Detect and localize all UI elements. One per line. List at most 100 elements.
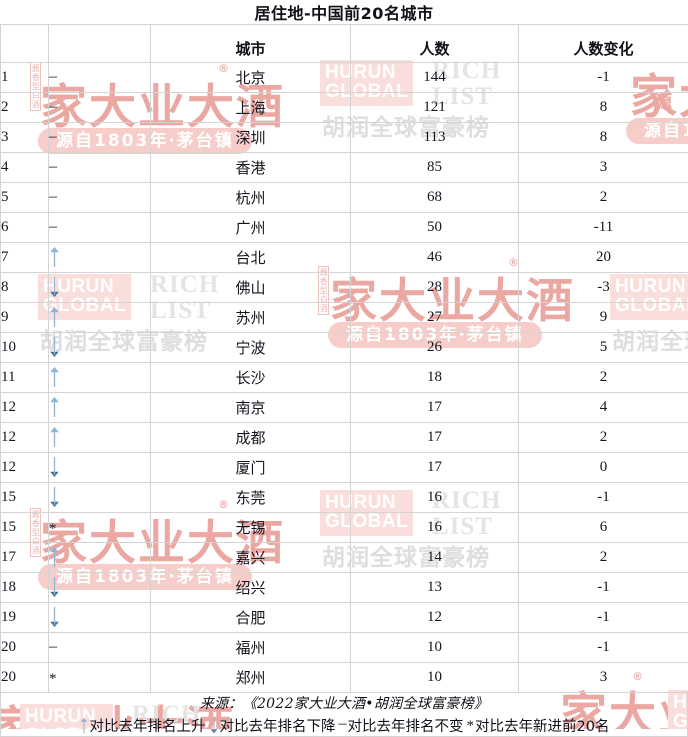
cell-city: 上海 <box>151 92 351 122</box>
cell-rank: 2 <box>1 92 49 122</box>
cell-rank: 15 <box>1 512 49 542</box>
cell-rank: 12 <box>1 422 49 452</box>
cell-rank: 18 <box>1 572 49 602</box>
marker-rank-down-icon <box>49 276 60 298</box>
cell-city: 无锡 <box>151 512 351 542</box>
cell-city: 郑州 <box>151 662 351 692</box>
marker-unchanged-icon: – <box>49 639 57 655</box>
cell-city: 台北 <box>151 242 351 272</box>
cell-trend-marker: – <box>49 122 151 152</box>
marker-rank-down-icon <box>209 717 219 734</box>
legend-line: 对比去年排名上升对比去年排名下降–对比去年排名不变*对比去年新进前20名 <box>1 715 687 736</box>
table-header-row: 城市 人数 人数变化 <box>1 25 688 62</box>
cell-trend-marker: – <box>49 182 151 212</box>
cell-change: 4 <box>519 392 688 422</box>
cell-change: -1 <box>519 632 688 662</box>
cell-count: 26 <box>351 332 519 362</box>
marker-unchanged-icon: – <box>49 99 57 115</box>
marker-rank-down-icon <box>49 336 60 358</box>
cell-change: -1 <box>519 62 688 92</box>
cell-count: 27 <box>351 302 519 332</box>
legend-item-label: 对比去年排名下降 <box>220 715 336 736</box>
marker-rank-down-icon <box>49 456 60 478</box>
cell-city: 嘉兴 <box>151 542 351 572</box>
legend-item: –对比去年排名不变 <box>339 715 464 736</box>
title-band: 居住地-中国前20名城市 <box>0 0 688 25</box>
marker-unchanged-icon: – <box>49 69 57 85</box>
cell-change: 0 <box>519 452 688 482</box>
marker-new-entry-icon: * <box>49 672 57 687</box>
cell-rank: 10 <box>1 332 49 362</box>
cell-change: 8 <box>519 122 688 152</box>
cell-trend-marker: – <box>49 92 151 122</box>
legend-item-label: 对比去年排名不变 <box>348 715 464 736</box>
cell-trend-marker: – <box>49 62 151 92</box>
column-header-trend <box>49 25 151 62</box>
cell-rank: 19 <box>1 602 49 632</box>
cell-trend-marker <box>49 602 151 632</box>
cell-city: 宁波 <box>151 332 351 362</box>
cell-count: 14 <box>351 542 519 572</box>
cell-change: 8 <box>519 92 688 122</box>
marker-rank-down-icon <box>49 606 60 628</box>
marker-rank-down-icon <box>49 486 60 508</box>
cell-trend-marker <box>49 542 151 572</box>
legend-item: 对比去年排名下降 <box>209 715 336 736</box>
cell-city: 绍兴 <box>151 572 351 602</box>
cell-trend-marker <box>49 572 151 602</box>
cell-count: 10 <box>351 632 519 662</box>
cell-change: 20 <box>519 242 688 272</box>
cell-rank: 15 <box>1 482 49 512</box>
cell-city: 合肥 <box>151 602 351 632</box>
cell-rank: 12 <box>1 392 49 422</box>
marker-new-entry-icon: * <box>467 719 475 734</box>
cell-rank: 5 <box>1 182 49 212</box>
cell-rank: 9 <box>1 302 49 332</box>
marker-unchanged-icon: – <box>339 716 347 732</box>
cell-change: -1 <box>519 482 688 512</box>
cell-change: 2 <box>519 542 688 572</box>
cell-count: 28 <box>351 272 519 302</box>
marker-rank-up-icon <box>49 366 60 388</box>
cell-rank: 1 <box>1 62 49 92</box>
cell-trend-marker: – <box>49 152 151 182</box>
cell-count: 113 <box>351 122 519 152</box>
cell-city: 香港 <box>151 152 351 182</box>
cell-count: 46 <box>351 242 519 272</box>
cell-trend-marker <box>49 272 151 302</box>
cell-rank: 3 <box>1 122 49 152</box>
cell-count: 50 <box>351 212 519 242</box>
legend-item: *对比去年新进前20名 <box>467 715 610 736</box>
table-footer: 来源：《2022家大业大酒•胡润全球富豪榜》 对比去年排名上升对比去年排名下降–… <box>0 693 688 737</box>
cell-rank: 6 <box>1 212 49 242</box>
cell-count: 68 <box>351 182 519 212</box>
cell-trend-marker: – <box>49 212 151 242</box>
cell-rank: 11 <box>1 362 49 392</box>
cell-change: 3 <box>519 152 688 182</box>
cell-rank: 7 <box>1 242 49 272</box>
cell-city: 长沙 <box>151 362 351 392</box>
cell-count: 16 <box>351 512 519 542</box>
cell-trend-marker <box>49 392 151 422</box>
cell-count: 121 <box>351 92 519 122</box>
cell-rank: 12 <box>1 452 49 482</box>
cell-city: 苏州 <box>151 302 351 332</box>
cell-city: 北京 <box>151 62 351 92</box>
cell-rank: 8 <box>1 272 49 302</box>
cell-rank: 20 <box>1 662 49 692</box>
cell-rank: 4 <box>1 152 49 182</box>
cell-trend-marker: * <box>49 662 151 692</box>
